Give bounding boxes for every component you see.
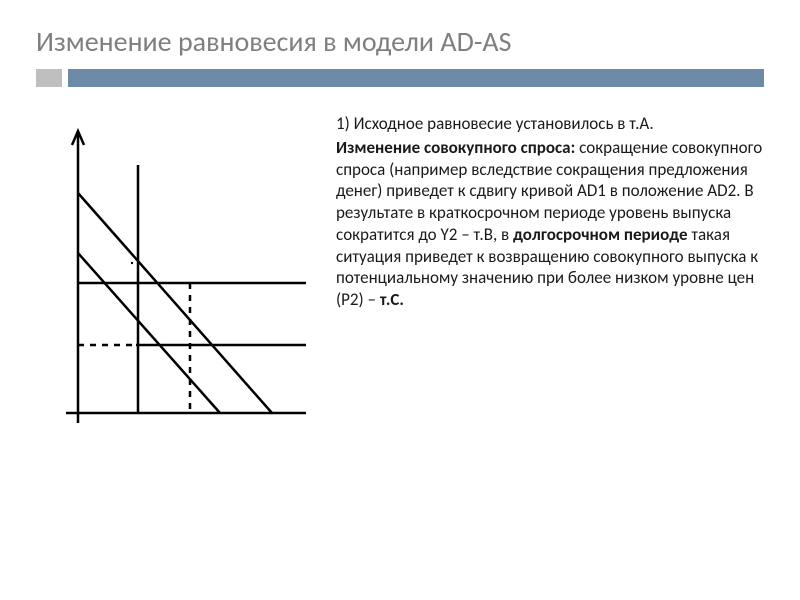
ad1-line	[78, 193, 272, 413]
ad2-line	[78, 253, 220, 413]
accent-large	[68, 69, 764, 87]
accent-small	[36, 69, 62, 87]
ad-as-chart	[36, 123, 316, 443]
bold-lead: Изменение совокупного спроса:	[336, 137, 575, 158]
bold-longrun: долгосрочном периоде	[513, 224, 688, 245]
page-title: Изменение равновесия в модели AD-AS	[36, 24, 764, 59]
mark-dot	[131, 262, 133, 264]
chart-column	[36, 113, 316, 448]
text-column: 1) Исходное равновесие установилось в т.…	[336, 113, 764, 448]
content-row: 1) Исходное равновесие установилось в т.…	[36, 113, 764, 448]
accent-bar	[36, 69, 764, 87]
paragraph-1: 1) Исходное равновесие установилось в т.…	[336, 113, 764, 135]
paragraph-2: Изменение совокупного спроса: сокращение…	[336, 137, 764, 311]
bold-point-c: т.С.	[380, 289, 404, 310]
